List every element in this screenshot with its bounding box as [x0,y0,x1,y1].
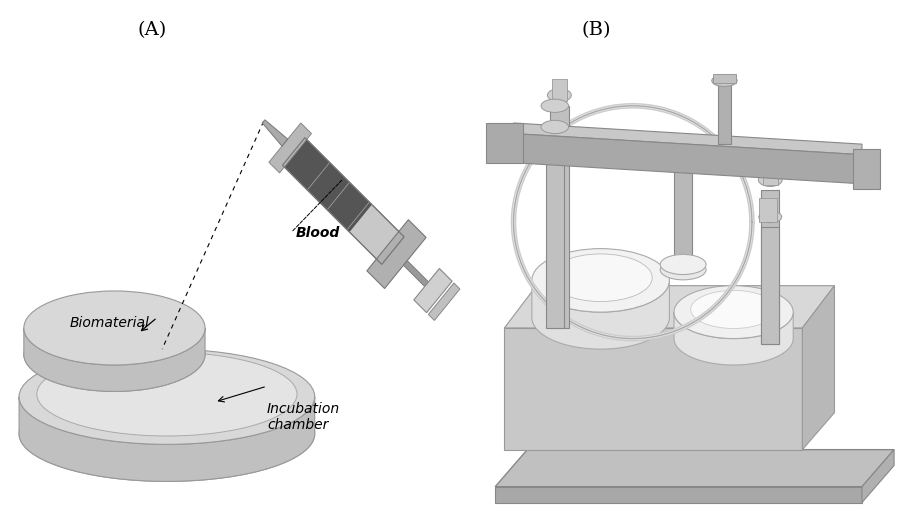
Text: (B): (B) [581,21,611,39]
Polygon shape [269,123,312,173]
Text: (A): (A) [138,21,167,39]
Polygon shape [282,138,372,232]
Polygon shape [495,487,862,503]
Ellipse shape [532,249,669,312]
Ellipse shape [37,352,297,436]
Text: Biomaterial: Biomaterial [70,316,149,330]
Polygon shape [514,134,862,184]
Ellipse shape [24,317,205,391]
Polygon shape [19,397,315,481]
Polygon shape [24,328,205,391]
Polygon shape [532,280,669,349]
Ellipse shape [758,173,782,186]
Polygon shape [862,450,894,503]
Polygon shape [853,149,880,189]
Ellipse shape [759,211,781,223]
FancyBboxPatch shape [713,74,735,83]
Polygon shape [504,286,834,328]
FancyBboxPatch shape [674,148,692,264]
Ellipse shape [19,349,315,444]
Ellipse shape [541,120,569,133]
Polygon shape [674,312,793,365]
FancyBboxPatch shape [552,79,567,101]
Ellipse shape [674,286,793,339]
Polygon shape [262,120,288,146]
Polygon shape [403,261,428,287]
FancyBboxPatch shape [761,190,779,344]
Ellipse shape [660,254,706,275]
Ellipse shape [691,290,777,329]
Polygon shape [428,283,460,321]
Polygon shape [495,450,894,487]
Ellipse shape [712,75,737,86]
Polygon shape [367,220,426,288]
Ellipse shape [24,291,205,365]
FancyBboxPatch shape [718,80,732,144]
Polygon shape [514,123,862,154]
Text: Blood: Blood [295,226,340,240]
Polygon shape [802,286,834,450]
Ellipse shape [549,254,652,302]
Ellipse shape [19,386,315,481]
Polygon shape [282,138,404,264]
FancyBboxPatch shape [761,227,779,344]
FancyBboxPatch shape [763,164,778,185]
Text: Incubation
chamber: Incubation chamber [267,402,340,432]
Polygon shape [486,123,523,163]
FancyBboxPatch shape [550,106,569,328]
Ellipse shape [547,88,571,102]
Polygon shape [414,269,452,313]
FancyBboxPatch shape [546,127,564,328]
FancyBboxPatch shape [759,198,778,222]
Ellipse shape [541,99,569,112]
Polygon shape [504,328,802,450]
Ellipse shape [660,260,706,280]
